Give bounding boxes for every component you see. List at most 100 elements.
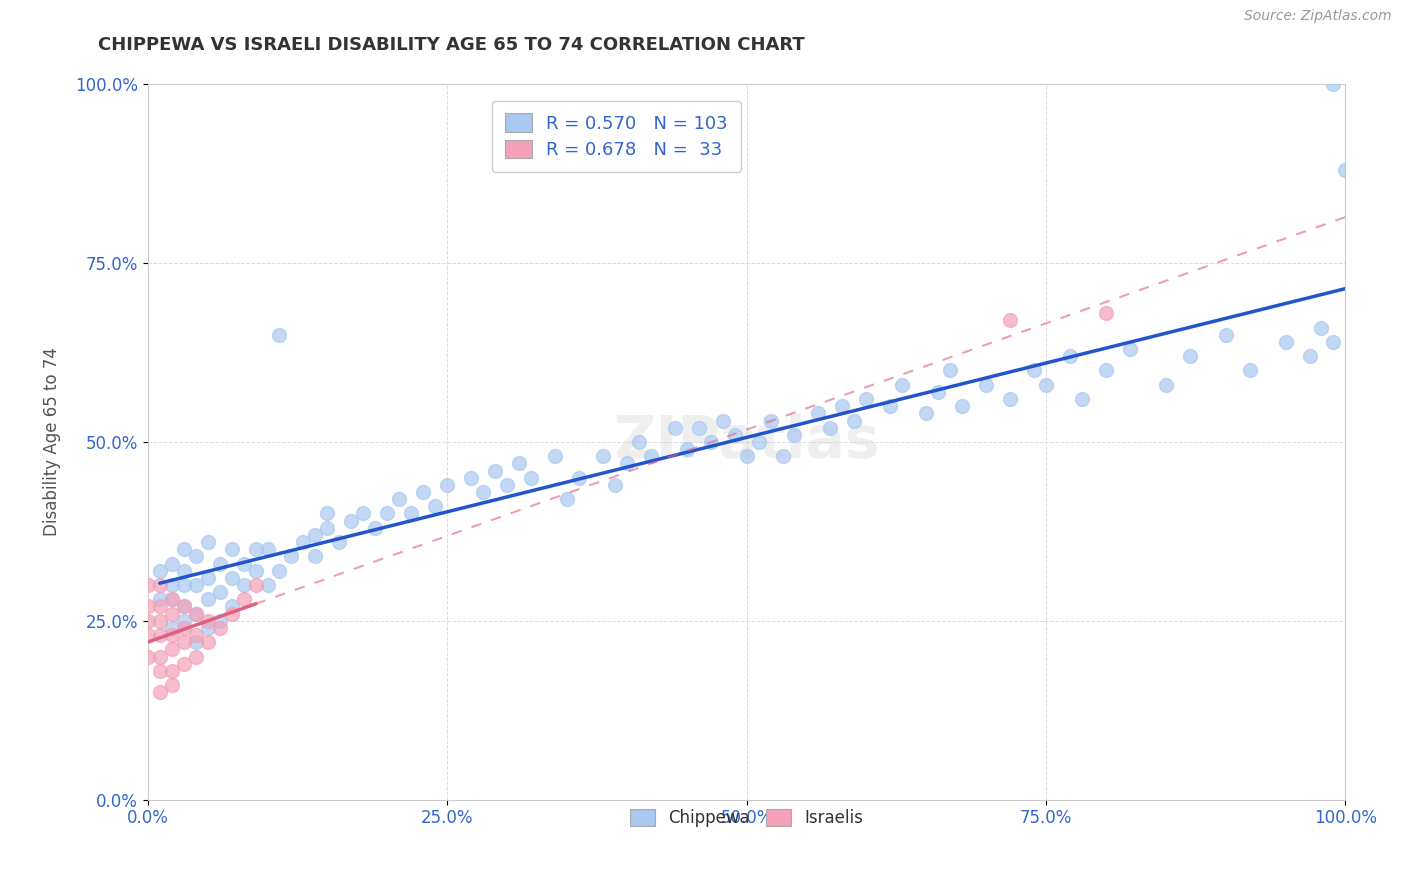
Point [184,607,207,621]
Point [173,542,195,557]
Point [245,578,267,592]
Point [1274,334,1296,349]
Point [256,542,278,557]
Point [304,549,326,564]
Point [160,664,183,678]
Point [160,607,183,621]
Point [149,592,172,607]
Text: Source: ZipAtlas.com: Source: ZipAtlas.com [1244,9,1392,23]
Point [544,450,567,464]
Point [555,492,578,507]
Point [160,557,183,571]
Point [208,585,231,599]
Point [136,614,159,628]
Point [772,450,794,464]
Point [269,327,291,342]
Point [568,471,591,485]
Point [939,363,962,377]
Point [340,514,363,528]
Point [699,434,721,449]
Point [208,614,231,628]
Point [197,635,219,649]
Point [136,628,159,642]
Point [412,485,434,500]
Point [173,614,195,628]
Point [149,664,172,678]
Point [160,578,183,592]
Point [184,578,207,592]
Point [197,621,219,635]
Point [364,521,387,535]
Point [136,649,159,664]
Point [160,592,183,607]
Point [245,564,267,578]
Point [1071,392,1094,406]
Point [927,384,949,399]
Point [460,471,482,485]
Point [136,599,159,614]
Point [688,420,710,434]
Point [1178,349,1201,363]
Point [160,642,183,657]
Point [1310,320,1333,334]
Point [173,564,195,578]
Point [807,406,830,420]
Point [915,406,938,420]
Point [197,614,219,628]
Point [711,413,734,427]
Legend: Chippewa, Israelis: Chippewa, Israelis [623,803,870,834]
Point [998,313,1021,327]
Point [592,450,614,464]
Point [1059,349,1081,363]
Point [1322,334,1344,349]
Point [184,649,207,664]
Point [221,599,243,614]
Point [256,578,278,592]
Point [484,464,506,478]
Point [664,420,686,434]
Point [1035,377,1057,392]
Point [160,621,183,635]
Point [998,392,1021,406]
Point [627,434,650,449]
Point [208,557,231,571]
Point [472,485,495,500]
Point [496,478,519,492]
Point [184,635,207,649]
Point [149,649,172,664]
Point [280,549,302,564]
Point [208,621,231,635]
Point [184,607,207,621]
Point [1095,363,1118,377]
Point [891,377,914,392]
Point [173,635,195,649]
Point [1119,342,1142,356]
Point [316,521,339,535]
Point [221,542,243,557]
Point [879,399,901,413]
Point [149,578,172,592]
Point [820,420,842,434]
Point [375,507,398,521]
Point [197,592,219,607]
Point [759,413,782,427]
Point [1095,306,1118,320]
Point [149,614,172,628]
Point [149,628,172,642]
Point [232,557,254,571]
Point [783,427,806,442]
Point [221,607,243,621]
Point [831,399,853,413]
Point [616,457,638,471]
Point [173,599,195,614]
Point [184,628,207,642]
Point [352,507,374,521]
Point [149,564,172,578]
Point [603,478,626,492]
Point [399,507,422,521]
Text: ZIPatlas: ZIPatlas [613,414,880,470]
Point [149,599,172,614]
Point [197,535,219,549]
Point [304,528,326,542]
Point [173,657,195,671]
